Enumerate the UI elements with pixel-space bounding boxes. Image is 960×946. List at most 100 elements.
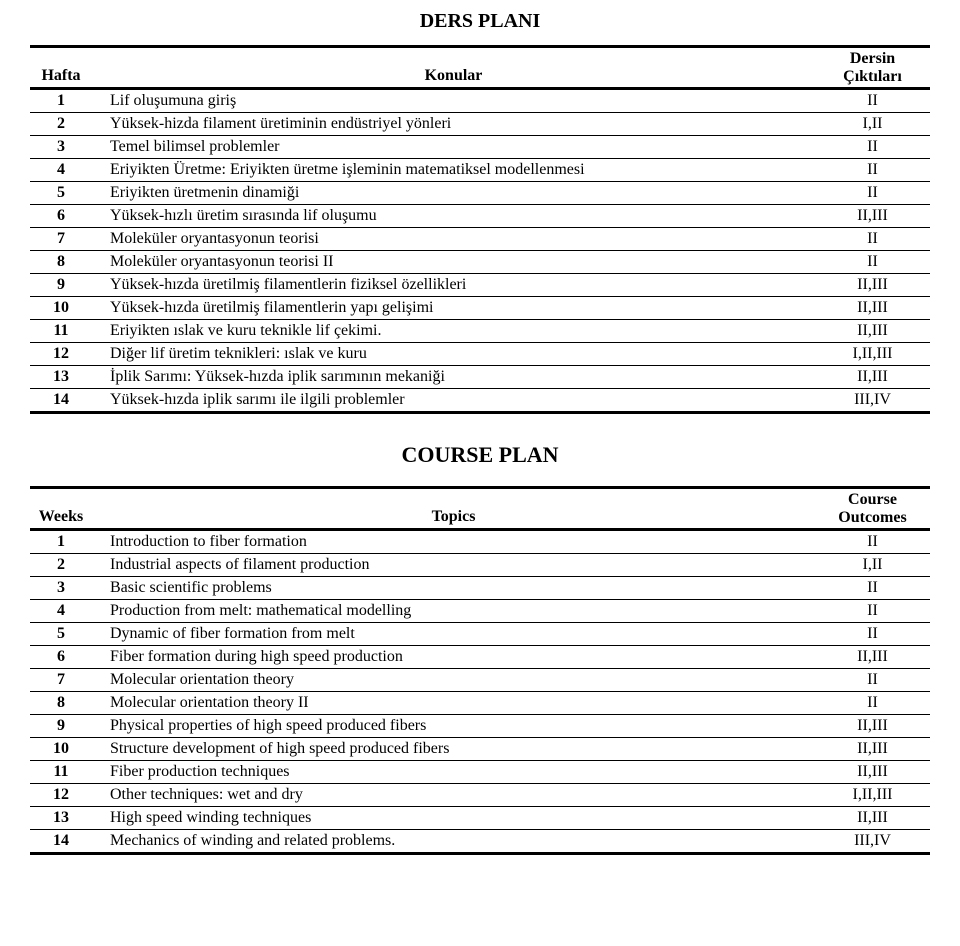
ders-row-outcome: I,II,III: [815, 343, 930, 366]
course-row-number: 5: [30, 623, 92, 646]
course-row-number: 13: [30, 807, 92, 830]
ders-row-outcome: II,III: [815, 320, 930, 343]
ders-row-topic: İplik Sarımı: Yüksek-hızda iplik sarımın…: [92, 366, 815, 389]
ders-row: 2Yüksek-hizda filament üretiminin endüst…: [30, 113, 930, 136]
ders-header-ciktilari: Dersin Çıktıları: [815, 47, 930, 89]
ders-row-outcome: II: [815, 228, 930, 251]
ders-row-topic: Eriyikten ıslak ve kuru teknikle lif çek…: [92, 320, 815, 343]
course-row: 6Fiber formation during high speed produ…: [30, 646, 930, 669]
course-row-outcome: III,IV: [815, 830, 930, 854]
course-row-number: 14: [30, 830, 92, 854]
course-row-topic: Mechanics of winding and related problem…: [92, 830, 815, 854]
ders-row-topic: Eriyikten üretmenin dinamiği: [92, 182, 815, 205]
course-row-outcome: I,II,III: [815, 784, 930, 807]
course-row-topic: Physical properties of high speed produc…: [92, 715, 815, 738]
ders-row-topic: Lif oluşumuna giriş: [92, 89, 815, 113]
course-row: 1Introduction to fiber formationII: [30, 530, 930, 554]
ders-row-outcome: II,III: [815, 274, 930, 297]
ders-row: 10Yüksek-hızda üretilmiş filamentlerin y…: [30, 297, 930, 320]
ders-row-number: 5: [30, 182, 92, 205]
ders-row-number: 11: [30, 320, 92, 343]
course-row-topic: Molecular orientation theory: [92, 669, 815, 692]
course-row-number: 7: [30, 669, 92, 692]
ders-row-topic: Yüksek-hizda filament üretiminin endüstr…: [92, 113, 815, 136]
ders-row-topic: Yüksek-hızda iplik sarımı ile ilgili pro…: [92, 389, 815, 413]
ders-row-number: 13: [30, 366, 92, 389]
ders-header-konular: Konular: [92, 47, 815, 89]
course-row-topic: Basic scientific problems: [92, 577, 815, 600]
ders-row: 1Lif oluşumuna girişII: [30, 89, 930, 113]
course-row-number: 11: [30, 761, 92, 784]
ders-row: 4Eriyikten Üretme: Eriyikten üretme işle…: [30, 159, 930, 182]
course-row-number: 8: [30, 692, 92, 715]
course-row: 11Fiber production techniquesII,III: [30, 761, 930, 784]
course-row-number: 2: [30, 554, 92, 577]
ders-row-number: 7: [30, 228, 92, 251]
ders-row-number: 8: [30, 251, 92, 274]
ders-row: 3Temel bilimsel problemlerII: [30, 136, 930, 159]
course-row-topic: High speed winding techniques: [92, 807, 815, 830]
course-row-topic: Dynamic of fiber formation from melt: [92, 623, 815, 646]
ders-row-outcome: II: [815, 159, 930, 182]
course-row-number: 9: [30, 715, 92, 738]
course-row: 12Other techniques: wet and dryI,II,III: [30, 784, 930, 807]
ders-row-number: 4: [30, 159, 92, 182]
course-row: 10Structure development of high speed pr…: [30, 738, 930, 761]
course-row-outcome: II: [815, 577, 930, 600]
ders-row-outcome: I,II: [815, 113, 930, 136]
course-row-topic: Introduction to fiber formation: [92, 530, 815, 554]
course-row-outcome: I,II: [815, 554, 930, 577]
ders-row: 8Moleküler oryantasyonun teorisi IIII: [30, 251, 930, 274]
course-row-outcome: II,III: [815, 807, 930, 830]
course-row-outcome: II: [815, 669, 930, 692]
course-row-number: 3: [30, 577, 92, 600]
course-row-number: 1: [30, 530, 92, 554]
ders-plani-title: DERS PLANI: [30, 10, 930, 33]
ders-row-outcome: II,III: [815, 205, 930, 228]
ders-row: 12Diğer lif üretim teknikleri: ıslak ve …: [30, 343, 930, 366]
course-row: 5Dynamic of fiber formation from meltII: [30, 623, 930, 646]
ders-row-outcome: II,III: [815, 366, 930, 389]
course-row-number: 4: [30, 600, 92, 623]
ders-row-topic: Moleküler oryantasyonun teorisi: [92, 228, 815, 251]
course-row-topic: Fiber formation during high speed produc…: [92, 646, 815, 669]
ders-row-outcome: II: [815, 251, 930, 274]
ders-row: 11Eriyikten ıslak ve kuru teknikle lif ç…: [30, 320, 930, 343]
course-row-topic: Molecular orientation theory II: [92, 692, 815, 715]
ders-row-number: 9: [30, 274, 92, 297]
ders-row-number: 10: [30, 297, 92, 320]
course-row: 7Molecular orientation theoryII: [30, 669, 930, 692]
course-row-topic: Industrial aspects of filament productio…: [92, 554, 815, 577]
course-table-header: Weeks Topics Course Outcomes: [30, 488, 930, 530]
ders-row-number: 12: [30, 343, 92, 366]
course-row-outcome: II: [815, 530, 930, 554]
course-row-outcome: II,III: [815, 738, 930, 761]
course-row-topic: Production from melt: mathematical model…: [92, 600, 815, 623]
course-row-outcome: II: [815, 692, 930, 715]
course-row: 4Production from melt: mathematical mode…: [30, 600, 930, 623]
course-row-topic: Structure development of high speed prod…: [92, 738, 815, 761]
course-plan-table: Weeks Topics Course Outcomes 1Introducti…: [30, 486, 930, 855]
course-header-topics: Topics: [92, 488, 815, 530]
course-row: 8Molecular orientation theory IIII: [30, 692, 930, 715]
ders-row: 9Yüksek-hızda üretilmiş filamentlerin fi…: [30, 274, 930, 297]
course-row: 9Physical properties of high speed produ…: [30, 715, 930, 738]
ders-row: 14Yüksek-hızda iplik sarımı ile ilgili p…: [30, 389, 930, 413]
ders-row-number: 6: [30, 205, 92, 228]
course-row: 2Industrial aspects of filament producti…: [30, 554, 930, 577]
course-row-number: 10: [30, 738, 92, 761]
ders-row-topic: Moleküler oryantasyonun teorisi II: [92, 251, 815, 274]
ders-row-number: 3: [30, 136, 92, 159]
course-header-weeks: Weeks: [30, 488, 92, 530]
ders-row-topic: Yüksek-hızda üretilmiş filamentlerin fiz…: [92, 274, 815, 297]
ders-row-outcome: III,IV: [815, 389, 930, 413]
ders-row-outcome: II: [815, 182, 930, 205]
ders-row-number: 1: [30, 89, 92, 113]
course-row-number: 12: [30, 784, 92, 807]
course-row-topic: Other techniques: wet and dry: [92, 784, 815, 807]
ders-row-topic: Diğer lif üretim teknikleri: ıslak ve ku…: [92, 343, 815, 366]
ders-row-topic: Temel bilimsel problemler: [92, 136, 815, 159]
ders-row-outcome: II: [815, 136, 930, 159]
ders-row-outcome: II: [815, 89, 930, 113]
ders-row-number: 2: [30, 113, 92, 136]
